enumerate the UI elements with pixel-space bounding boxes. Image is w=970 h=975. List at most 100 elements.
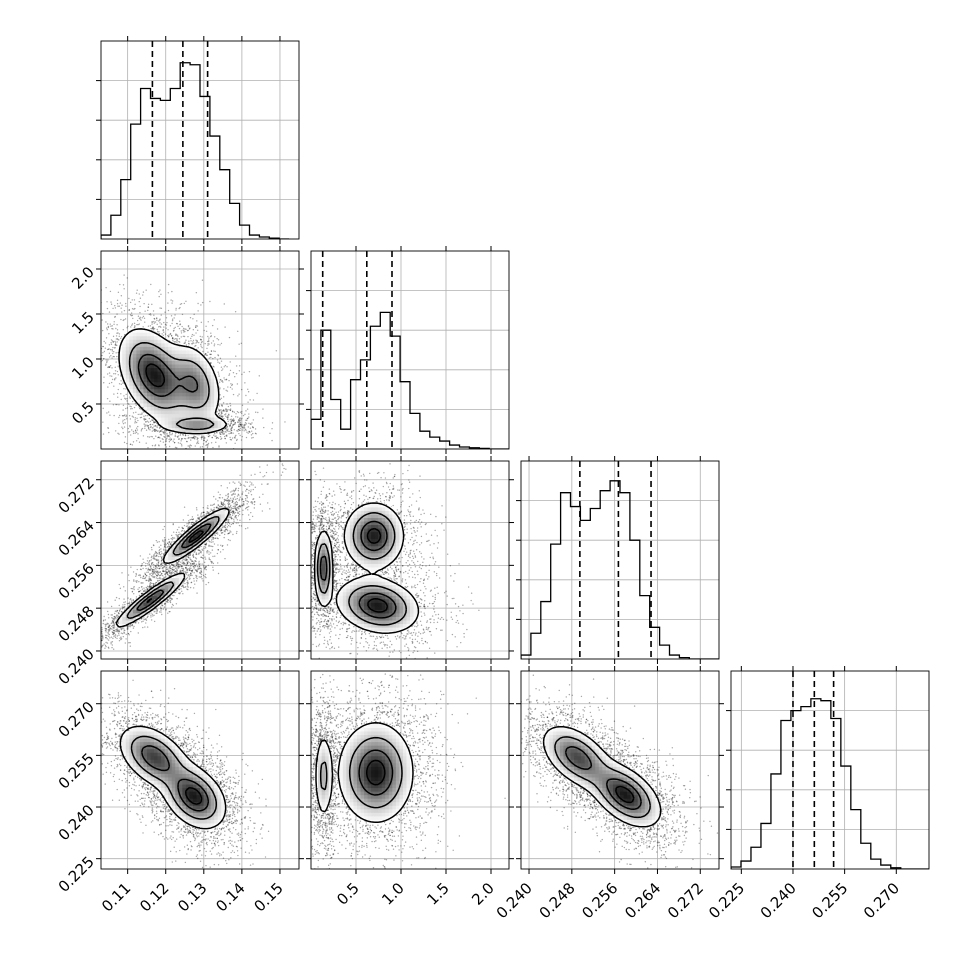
density-cell-1-0 xyxy=(126,339,130,343)
point-2-0 xyxy=(98,624,99,625)
density-cell-1-0 xyxy=(211,417,215,421)
point-1-0 xyxy=(214,336,215,337)
point-2-0 xyxy=(202,580,203,581)
point-1-0 xyxy=(90,330,91,331)
density-cell-1-0 xyxy=(196,410,200,414)
point-1-0 xyxy=(197,437,198,438)
point-1-0 xyxy=(189,447,190,448)
point-1-0 xyxy=(169,434,170,435)
point-1-0 xyxy=(174,442,175,443)
point-1-0 xyxy=(148,425,149,426)
point-1-0 xyxy=(239,430,240,431)
point-1-0 xyxy=(243,415,244,416)
point-1-0 xyxy=(201,336,202,337)
point-1-0 xyxy=(226,452,227,453)
point-2-0 xyxy=(108,633,109,634)
point-1-0 xyxy=(201,435,202,436)
density-cell-1-0 xyxy=(204,368,208,372)
point-1-0 xyxy=(159,322,160,323)
point-1-0 xyxy=(106,412,107,413)
point-1-0 xyxy=(240,428,241,429)
point-1-0 xyxy=(122,420,123,421)
point-1-0 xyxy=(213,366,214,367)
point-1-0 xyxy=(150,325,151,326)
point-1-0 xyxy=(162,438,163,439)
point-1-0 xyxy=(183,331,184,332)
point-1-0 xyxy=(135,417,136,418)
point-1-0 xyxy=(113,342,114,343)
density-cell-1-0 xyxy=(200,389,204,393)
point-1-0 xyxy=(167,335,168,336)
point-1-0 xyxy=(207,447,208,448)
point-1-0 xyxy=(237,411,238,412)
point-1-0 xyxy=(213,492,214,493)
point-1-0 xyxy=(102,313,103,314)
point-1-0 xyxy=(118,423,119,424)
density-cell-1-0 xyxy=(211,375,215,379)
point-1-0 xyxy=(241,413,242,414)
point-1-0 xyxy=(192,334,193,335)
point-1-0 xyxy=(132,315,133,316)
point-1-0 xyxy=(125,408,126,409)
point-1-0 xyxy=(224,436,225,437)
point-2-0 xyxy=(157,578,158,579)
point-1-0 xyxy=(156,320,157,321)
density-cell-1-0 xyxy=(211,414,215,418)
point-1-0 xyxy=(192,456,193,457)
point-1-0 xyxy=(151,321,152,322)
point-1-0 xyxy=(242,405,243,406)
density-cell-1-0 xyxy=(161,403,165,407)
point-1-0 xyxy=(197,310,198,311)
density-cell-1-0 xyxy=(161,417,165,421)
density-cell-1-0 xyxy=(211,385,215,389)
point-1-0 xyxy=(143,435,144,436)
density-cell-1-0 xyxy=(151,357,155,361)
point-1-0 xyxy=(179,328,180,329)
point-1-0 xyxy=(230,370,231,371)
density-cell-1-0 xyxy=(154,414,158,418)
point-1-0 xyxy=(168,336,169,337)
density-cell-1-0 xyxy=(200,414,204,418)
point-1-0 xyxy=(107,308,108,309)
point-2-0 xyxy=(236,533,237,534)
density-cell-1-0 xyxy=(196,414,200,418)
density-cell-1-0 xyxy=(211,389,215,393)
point-1-0 xyxy=(121,295,122,296)
point-1-0 xyxy=(235,311,236,312)
point-1-0 xyxy=(110,355,111,356)
point-1-0 xyxy=(146,430,147,431)
point-1-0 xyxy=(168,310,169,311)
point-1-0 xyxy=(109,401,110,402)
density-cell-1-0 xyxy=(165,382,169,386)
point-2-0 xyxy=(141,621,142,622)
density-cell-1-0 xyxy=(179,350,183,354)
histogram-1 xyxy=(311,312,509,449)
point-1-0 xyxy=(230,387,231,388)
point-2-0 xyxy=(171,606,172,607)
point-1-0 xyxy=(139,306,140,307)
point-1-0 xyxy=(120,302,121,303)
density-cell-1-0 xyxy=(168,343,172,347)
point-1-0 xyxy=(217,463,218,464)
density-cell-1-0 xyxy=(211,392,215,396)
point-1-0 xyxy=(227,415,228,416)
point-1-0 xyxy=(240,420,241,421)
point-1-0 xyxy=(136,440,137,441)
point-1-0 xyxy=(188,326,189,327)
density-cell-1-0 xyxy=(186,396,190,400)
density-cell-1-0 xyxy=(179,396,183,400)
point-1-0 xyxy=(226,379,227,380)
point-1-0 xyxy=(168,284,169,285)
point-1-0 xyxy=(206,355,207,356)
density-cell-1-0 xyxy=(143,336,147,340)
point-1-0 xyxy=(132,318,133,319)
point-1-0 xyxy=(232,419,233,420)
density-cell-1-0 xyxy=(161,354,165,358)
point-1-0 xyxy=(111,357,112,358)
density-cell-1-0 xyxy=(196,400,200,404)
point-1-0 xyxy=(219,415,220,416)
point-1-0 xyxy=(123,423,124,424)
point-1-0 xyxy=(122,383,123,384)
point-1-0 xyxy=(94,427,95,428)
point-1-0 xyxy=(88,338,89,339)
